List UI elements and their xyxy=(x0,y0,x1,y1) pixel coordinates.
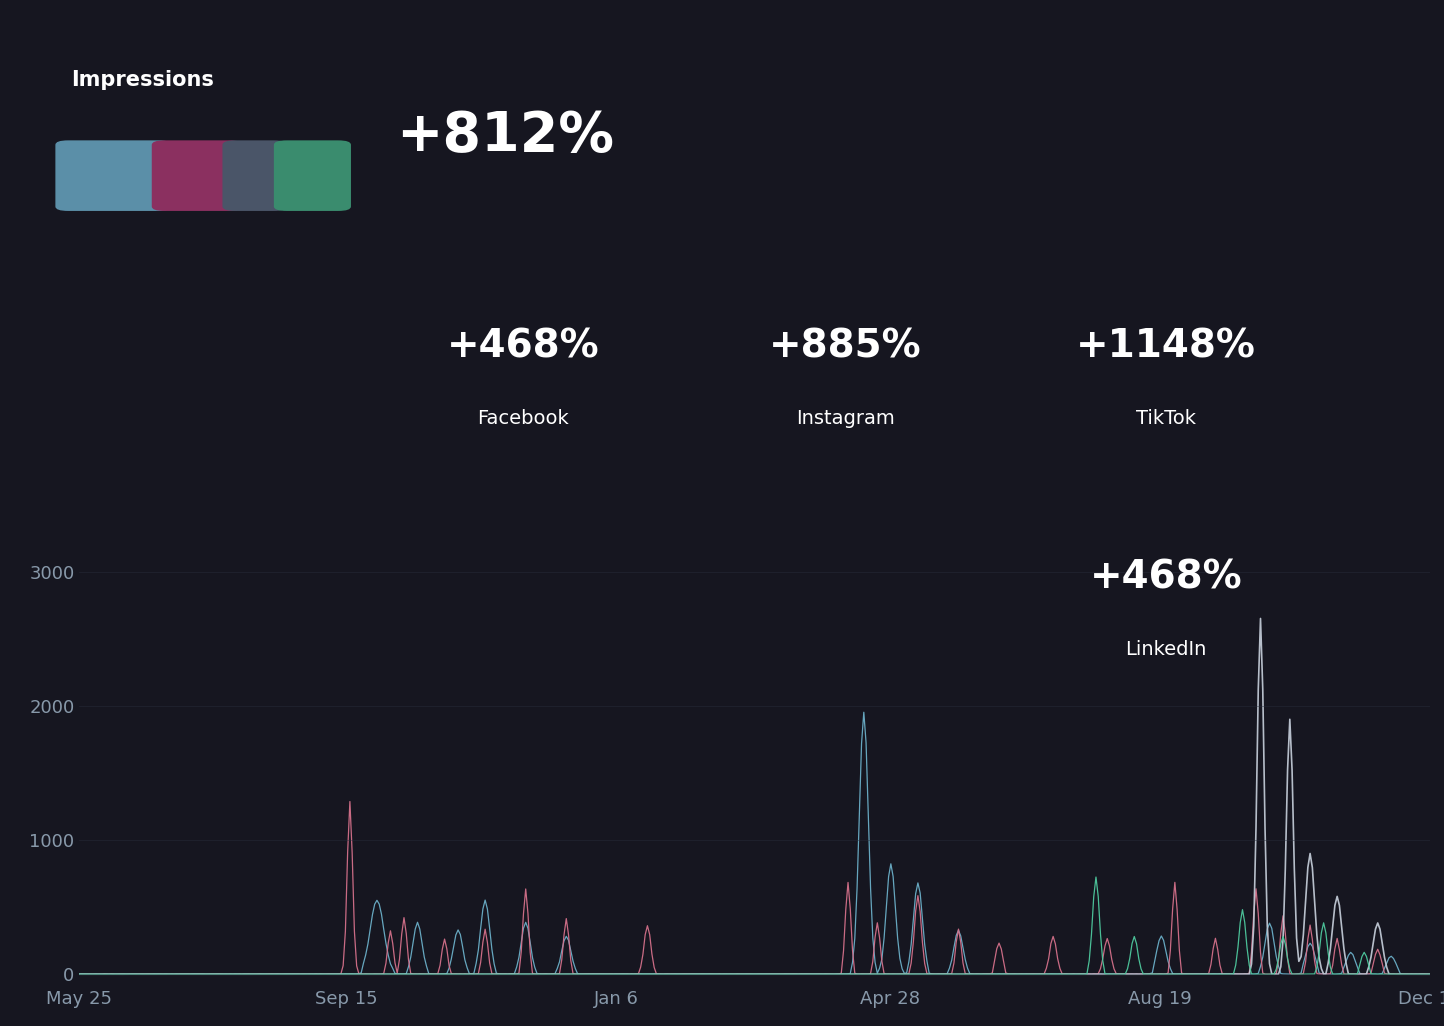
Text: Instagram: Instagram xyxy=(796,408,895,428)
FancyBboxPatch shape xyxy=(222,141,287,211)
Text: +1148%: +1148% xyxy=(1076,327,1256,365)
Text: +468%: +468% xyxy=(1090,558,1242,596)
FancyBboxPatch shape xyxy=(274,141,351,211)
Text: +885%: +885% xyxy=(770,327,921,365)
Text: Impressions: Impressions xyxy=(71,70,214,89)
Text: TikTok: TikTok xyxy=(1136,408,1196,428)
Text: +468%: +468% xyxy=(448,327,599,365)
Text: +812%: +812% xyxy=(396,109,614,163)
FancyBboxPatch shape xyxy=(152,141,241,211)
Text: LinkedIn: LinkedIn xyxy=(1125,639,1207,659)
FancyBboxPatch shape xyxy=(55,141,170,211)
Text: Facebook: Facebook xyxy=(478,408,569,428)
